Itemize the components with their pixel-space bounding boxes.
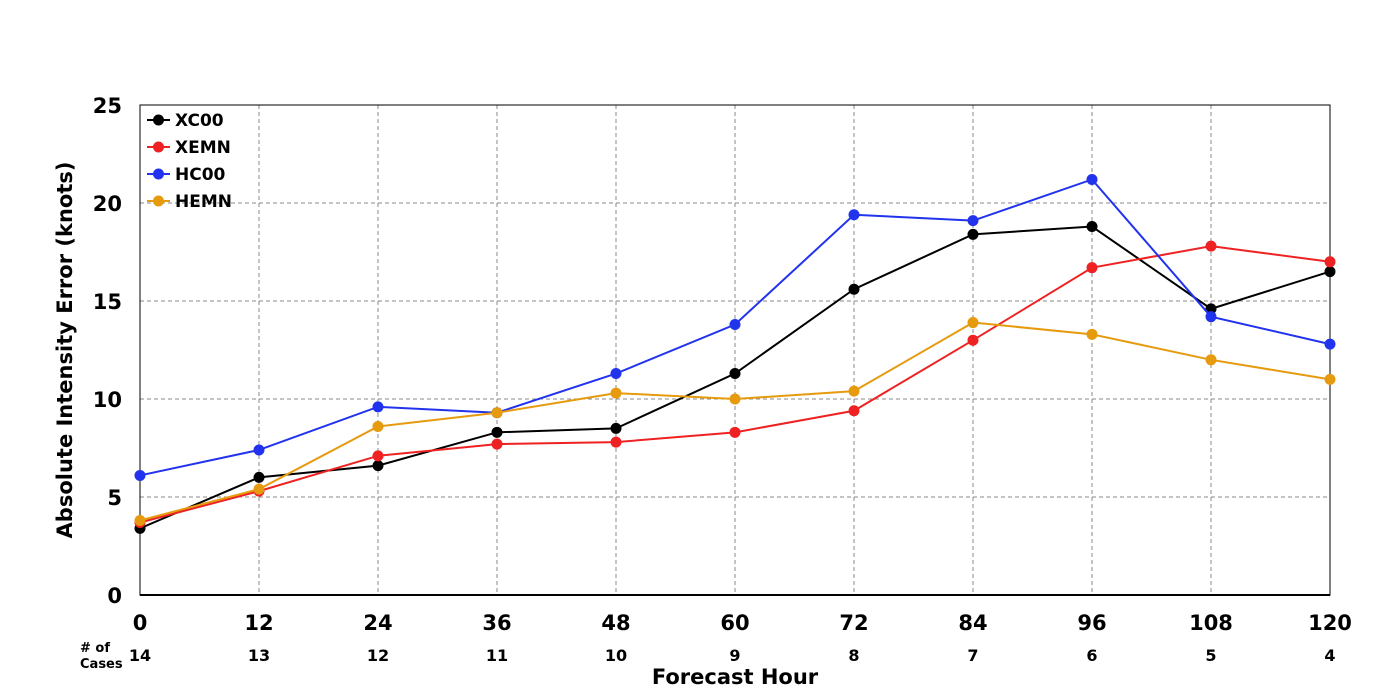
data-point-hc00 [372, 401, 384, 413]
data-point-hemn [1324, 373, 1336, 385]
x-tick-labels: 0 12 24 36 48 60 72 84 96 108 120 [133, 611, 1352, 635]
data-point-hc00 [1205, 311, 1217, 323]
data-point-hc00 [253, 444, 265, 456]
y-tick-label: 15 [93, 290, 122, 314]
data-point-hemn [253, 483, 265, 495]
data-point-hemn [372, 420, 384, 432]
y-axis-title: Absolute Intensity Error (knots) [53, 162, 77, 539]
y-tick-label: 20 [93, 192, 122, 216]
case-count: 5 [1205, 646, 1216, 665]
x-tick-label: 24 [363, 611, 392, 635]
data-point-xemn [1086, 262, 1098, 274]
legend-swatch-marker [153, 114, 164, 126]
x-tick-label: 60 [720, 611, 749, 635]
data-point-hc00 [1324, 338, 1336, 350]
data-point-xemn [729, 426, 741, 438]
legend: XC00 XEMN HC00 HEMN [147, 111, 232, 212]
data-point-xc00 [967, 228, 979, 240]
grid [140, 105, 1330, 595]
x-axis-title: Forecast Hour [652, 665, 819, 689]
data-point-xemn [1324, 256, 1336, 268]
data-point-xc00 [848, 283, 860, 295]
data-point-hemn [729, 393, 741, 405]
legend-item-xc00: XC00 [147, 111, 224, 131]
x-tick-label: 84 [958, 611, 987, 635]
data-point-hemn [491, 407, 503, 419]
data-point-hc00 [967, 215, 979, 227]
data-point-xc00 [729, 368, 741, 380]
data-point-hemn [1205, 354, 1217, 366]
case-count: 9 [729, 646, 740, 665]
data-point-xc00 [1205, 303, 1217, 315]
data-point-hemn [134, 515, 146, 527]
data-point-hemn [1086, 328, 1098, 340]
case-count: 8 [848, 646, 859, 665]
case-count: 10 [605, 646, 627, 665]
data-point-xemn [1205, 240, 1217, 252]
legend-swatch-marker [153, 195, 164, 207]
legend-item-hemn: HEMN [147, 192, 232, 212]
x-tick-label: 72 [839, 611, 868, 635]
legend-label: HEMN [175, 192, 232, 212]
y-tick-label: 5 [107, 486, 122, 510]
legend-swatch-marker [153, 141, 164, 153]
x-tick-label: 96 [1077, 611, 1106, 635]
data-point-hc00 [134, 469, 146, 481]
data-point-hc00 [1086, 173, 1098, 185]
case-count: 7 [967, 646, 978, 665]
data-point-hemn [848, 385, 860, 397]
x-tick-label: 12 [244, 611, 273, 635]
data-point-xc00 [1086, 221, 1098, 233]
x-tick-label: 0 [133, 611, 148, 635]
legend-item-xemn: XEMN [147, 138, 231, 158]
case-count: 11 [486, 646, 508, 665]
cases-row: # of Cases 14 13 12 11 10 9 8 7 6 5 4 [80, 641, 1336, 672]
data-point-xemn [372, 450, 384, 462]
data-point-hc00 [729, 319, 741, 331]
legend-swatch-marker [153, 168, 164, 180]
y-tick-label: 0 [107, 584, 122, 608]
data-point-xc00 [253, 471, 265, 483]
y-tick-label: 10 [93, 388, 122, 412]
data-point-hc00 [610, 368, 622, 380]
data-point-xemn [848, 405, 860, 417]
x-tick-label: 120 [1308, 611, 1352, 635]
data-point-hemn [610, 387, 622, 399]
y-tick-label: 25 [93, 94, 122, 118]
data-point-xc00 [372, 460, 384, 472]
data-point-xc00 [610, 422, 622, 434]
legend-item-hc00: HC00 [147, 165, 226, 185]
legend-label: XC00 [175, 111, 224, 131]
y-tick-labels: 0 5 10 15 20 25 [93, 94, 122, 608]
case-count: 12 [367, 646, 389, 665]
series-hemn [134, 317, 1336, 527]
case-count: 14 [129, 646, 151, 665]
data-point-xemn [491, 438, 503, 450]
case-count: 6 [1086, 646, 1097, 665]
data-point-xc00 [491, 426, 503, 438]
cases-label-line1: # of [80, 641, 110, 656]
x-tick-label: 108 [1189, 611, 1233, 635]
legend-label: HC00 [175, 165, 226, 185]
case-count: 4 [1324, 646, 1335, 665]
cases-label-line2: Cases [80, 657, 123, 672]
data-point-xemn [967, 334, 979, 346]
data-point-xemn [610, 436, 622, 448]
data-point-hemn [967, 317, 979, 329]
x-tick-label: 48 [601, 611, 630, 635]
series-layer [134, 173, 1336, 534]
data-point-hc00 [848, 209, 860, 221]
legend-label: XEMN [175, 138, 231, 158]
x-tick-label: 36 [482, 611, 511, 635]
case-count: 13 [248, 646, 270, 665]
data-point-xc00 [1324, 266, 1336, 278]
